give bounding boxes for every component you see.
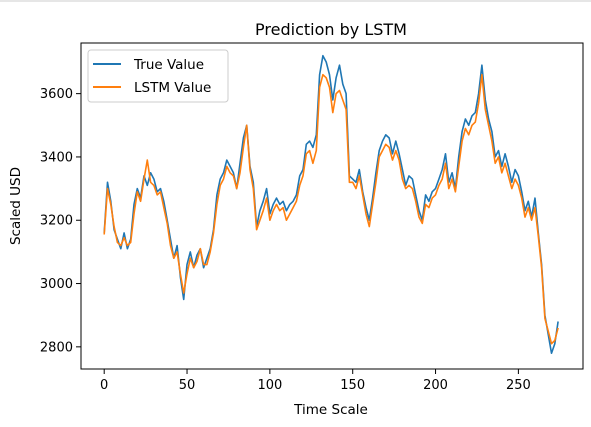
x-tick-label: 0 bbox=[100, 378, 108, 393]
y-axis-label: Scaled USD bbox=[8, 167, 24, 245]
top-divider bbox=[0, 0, 591, 2]
legend-label-true-value: True Value bbox=[133, 57, 204, 73]
y-tick-label: 3400 bbox=[40, 150, 73, 165]
legend-label-lstm-value: LSTM Value bbox=[134, 80, 211, 96]
y-tick-label: 2800 bbox=[40, 340, 73, 355]
chart-title: Prediction by LSTM bbox=[255, 20, 407, 39]
x-tick-label: 200 bbox=[423, 378, 448, 393]
y-tick-label: 3000 bbox=[40, 277, 73, 292]
y-tick-label: 3200 bbox=[40, 214, 73, 229]
y-tick-label: 3600 bbox=[40, 87, 73, 102]
legend-box bbox=[87, 49, 229, 103]
series-line-lstm-value bbox=[103, 73, 559, 345]
x-axis-ticks: 0 50 100 150 200 250 bbox=[100, 369, 531, 393]
x-tick-label: 150 bbox=[340, 378, 365, 393]
legend: True Value LSTM Value bbox=[87, 49, 229, 103]
x-tick-label: 50 bbox=[179, 378, 196, 393]
x-axis-label: Time Scale bbox=[293, 402, 368, 418]
series-layer bbox=[103, 54, 559, 355]
y-axis-ticks: 2800 3000 3200 3400 3600 bbox=[40, 87, 81, 355]
x-tick-label: 250 bbox=[506, 378, 531, 393]
x-tick-label: 100 bbox=[257, 378, 282, 393]
